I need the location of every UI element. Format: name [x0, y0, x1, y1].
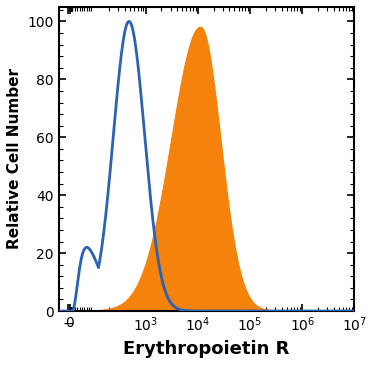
Y-axis label: Relative Cell Number: Relative Cell Number: [7, 69, 22, 250]
X-axis label: Erythropoietin R: Erythropoietin R: [123, 340, 290, 358]
